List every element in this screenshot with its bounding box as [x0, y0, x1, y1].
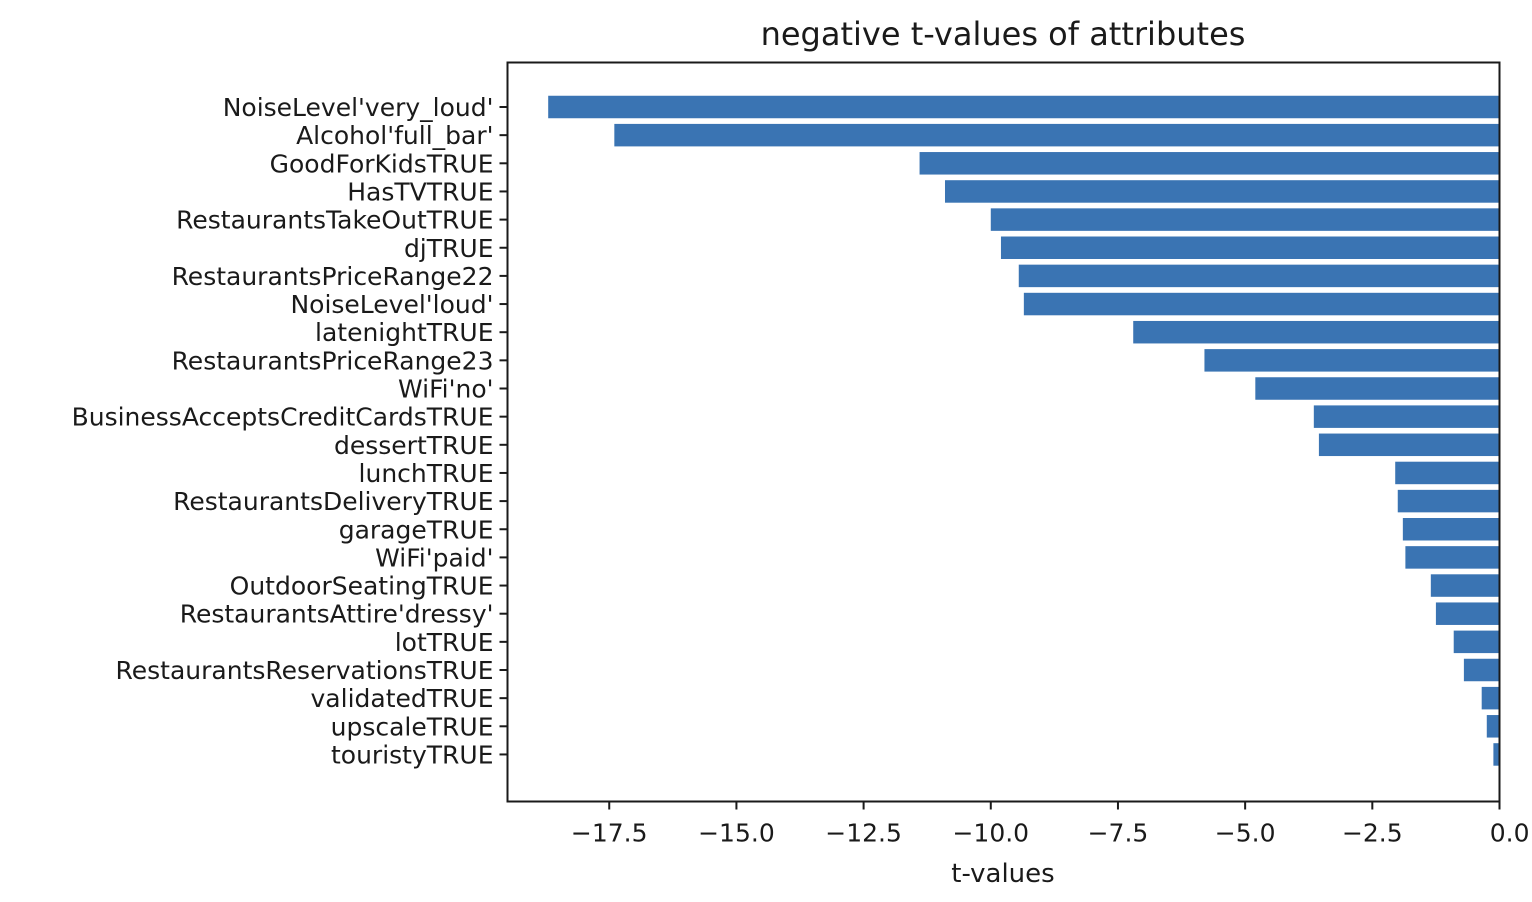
y-tick-label: NoiseLevel'very_loud': [223, 93, 494, 122]
bar: [1402, 518, 1500, 541]
bar: [1395, 461, 1500, 485]
y-tick-label: Alcohol'full_bar': [296, 121, 493, 150]
y-tick-label: latenightTRUE: [315, 318, 494, 347]
bar: [1463, 658, 1500, 682]
bar: [1481, 686, 1500, 710]
bar: [944, 180, 1500, 203]
x-tick-label: −2.5: [1342, 819, 1403, 848]
bar: [1405, 546, 1500, 569]
y-tick-label: lunchTRUE: [359, 459, 494, 488]
y-tick-label: dessertTRUE: [334, 431, 494, 460]
bar: [1023, 292, 1500, 316]
x-tick-label: −15.0: [698, 819, 775, 848]
y-tick-label: RestaurantsTakeOutTRUE: [176, 206, 493, 235]
y-tick-label: WiFi'no': [398, 375, 494, 404]
y-tick-label: touristyTRUE: [331, 740, 494, 769]
bar: [1204, 349, 1500, 372]
y-axis-ticks: NoiseLevel'very_loud'Alcohol'full_bar'Go…: [72, 93, 508, 769]
bar: [1000, 236, 1500, 259]
bar: [1453, 630, 1500, 654]
bar: [1313, 405, 1500, 428]
y-tick-label: lotTRUE: [395, 628, 494, 657]
y-tick-label: validatedTRUE: [311, 684, 494, 713]
bar: [1493, 743, 1500, 766]
y-tick-label: RestaurantsPriceRange22: [172, 262, 494, 291]
x-tick-label: −7.5: [1088, 819, 1149, 848]
bar: [548, 95, 1500, 119]
chart-title: negative t-values of attributes: [761, 15, 1246, 53]
y-tick-label: upscaleTRUE: [331, 712, 494, 741]
x-axis-label: t-values: [951, 859, 1054, 889]
y-tick-label: RestaurantsDeliveryTRUE: [173, 487, 493, 516]
y-tick-label: djTRUE: [404, 234, 494, 263]
bar: [1486, 715, 1500, 738]
x-tick-label: −17.5: [571, 819, 648, 848]
x-tick-label: −10.0: [952, 819, 1029, 848]
y-tick-label: OutdoorSeatingTRUE: [230, 572, 494, 601]
bar: [1255, 377, 1500, 400]
x-tick-label: 0.0: [1490, 819, 1530, 848]
bar: [919, 152, 1500, 175]
bars-layer: [548, 95, 1500, 766]
y-tick-label: RestaurantsReservationsTRUE: [116, 656, 494, 685]
y-tick-label: WiFi'paid': [375, 543, 493, 572]
plot-frame: [506, 61, 1501, 803]
bar: [1435, 602, 1500, 625]
bar: [1018, 264, 1500, 288]
bar: [1430, 574, 1500, 597]
y-tick-label: garageTRUE: [339, 515, 494, 544]
y-tick-label: GoodForKidsTRUE: [270, 149, 494, 178]
bar: [1133, 320, 1500, 344]
y-tick-label: RestaurantsPriceRange23: [172, 346, 494, 375]
bar: [990, 208, 1500, 231]
x-axis-ticks: −17.5 −15.0 −12.5 −10.0 −7.5 −5.0 −2.5 0.0: [571, 801, 1530, 848]
bar: [1318, 433, 1500, 457]
y-tick-label: HasTVTRUE: [347, 177, 493, 206]
bar: [614, 123, 1500, 147]
y-tick-label: RestaurantsAttire'dressy': [180, 600, 494, 629]
y-tick-label: BusinessAcceptsCreditCardsTRUE: [72, 403, 494, 432]
x-tick-label: −12.5: [825, 819, 902, 848]
x-tick-label: −5.0: [1215, 819, 1276, 848]
y-tick-label: NoiseLevel'loud': [290, 290, 493, 319]
bar: [1397, 489, 1500, 513]
